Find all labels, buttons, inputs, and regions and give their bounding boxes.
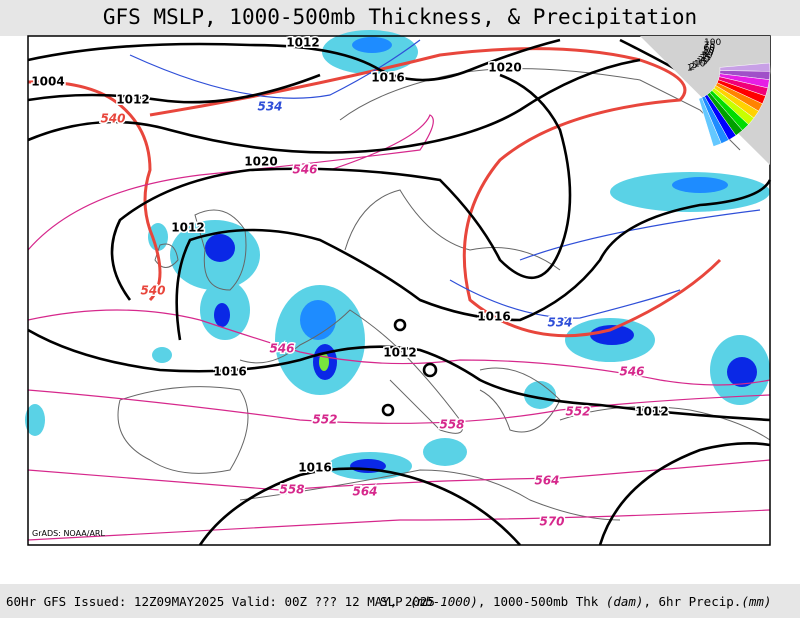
contour-label: 570 xyxy=(539,515,564,529)
contour-label: 1012 xyxy=(171,221,204,235)
contour-label: 546 xyxy=(619,365,644,379)
contour-label: 540 xyxy=(140,284,165,298)
contour-label: 546 xyxy=(292,163,317,177)
contour-label: 1016 xyxy=(213,365,246,379)
legend-label: 50 xyxy=(703,46,715,56)
title-bar xyxy=(0,0,800,36)
contour-label: 1016 xyxy=(477,310,510,324)
contour-label: 1020 xyxy=(488,61,521,75)
contour-label: 1012 xyxy=(286,36,319,50)
footer-part: (dam) xyxy=(606,594,644,609)
legend-label: 60 xyxy=(704,44,716,54)
footer-bar xyxy=(0,584,800,618)
footer-part: SLP xyxy=(380,594,410,609)
contour-label: 1004 xyxy=(31,75,64,89)
contour-label: 564 xyxy=(534,474,559,488)
legend-swatch xyxy=(698,97,722,147)
contour-label: 1020 xyxy=(244,155,277,169)
contour-label: 1012 xyxy=(116,93,149,107)
contour-label: 1012 xyxy=(383,346,416,360)
map-frame xyxy=(27,35,771,546)
legend-label: 75 xyxy=(704,41,715,51)
contour-label: 558 xyxy=(279,483,304,497)
contour-label: 564 xyxy=(352,485,377,499)
contour-label: 534 xyxy=(547,316,572,330)
legend-label: 30 xyxy=(701,51,713,61)
contour-label: 540 xyxy=(100,112,125,126)
contour-label: 546 xyxy=(269,342,294,356)
legend-label: 10 xyxy=(694,60,706,70)
contour-labels: 1012 1004 1012 1016 1020 1020 1012 1016 1012 1016… xyxy=(30,34,670,530)
isobars xyxy=(27,38,772,546)
legend-label: 5 xyxy=(692,61,698,71)
footer-part: (mb-1000) xyxy=(410,594,478,609)
footer-right: SLP (mb-1000), 1000-500mb Thk (dam), 6hr… xyxy=(342,594,794,609)
contour-label: 1012 xyxy=(635,405,668,419)
legend-label: 40 xyxy=(702,49,714,59)
title: GFS MSLP, 1000-500mb Thickness, & Precip… xyxy=(103,5,697,29)
contour-label: 1016 xyxy=(371,71,404,85)
contour-label: 552 xyxy=(565,405,590,419)
credit: GrADS: NOAA/ARL xyxy=(32,529,105,538)
legend-label: 2 xyxy=(689,62,695,72)
footer-part: , 6hr Precip. xyxy=(643,594,741,609)
footer-left: 60Hr GFS Issued: 12Z09MAY2025 Valid: 00Z… xyxy=(6,594,435,609)
contour-label: 534 xyxy=(257,100,282,114)
legend-label: 100 xyxy=(704,38,721,48)
thickness-540 xyxy=(27,47,722,338)
legend-label: 15 xyxy=(696,58,707,68)
legend-label: 20 xyxy=(698,56,710,66)
footer-part: (mm) xyxy=(741,594,771,609)
legend-label: 1 xyxy=(687,63,693,73)
contour-label: 1016 xyxy=(298,461,331,475)
legend-label: 25 xyxy=(700,54,711,64)
contour-label: 552 xyxy=(312,413,337,427)
thickness-546-570 xyxy=(27,114,771,541)
footer-part: , 1000-500mb Thk xyxy=(478,594,606,609)
thickness-534 xyxy=(129,39,761,319)
contour-label: 558 xyxy=(439,418,464,432)
